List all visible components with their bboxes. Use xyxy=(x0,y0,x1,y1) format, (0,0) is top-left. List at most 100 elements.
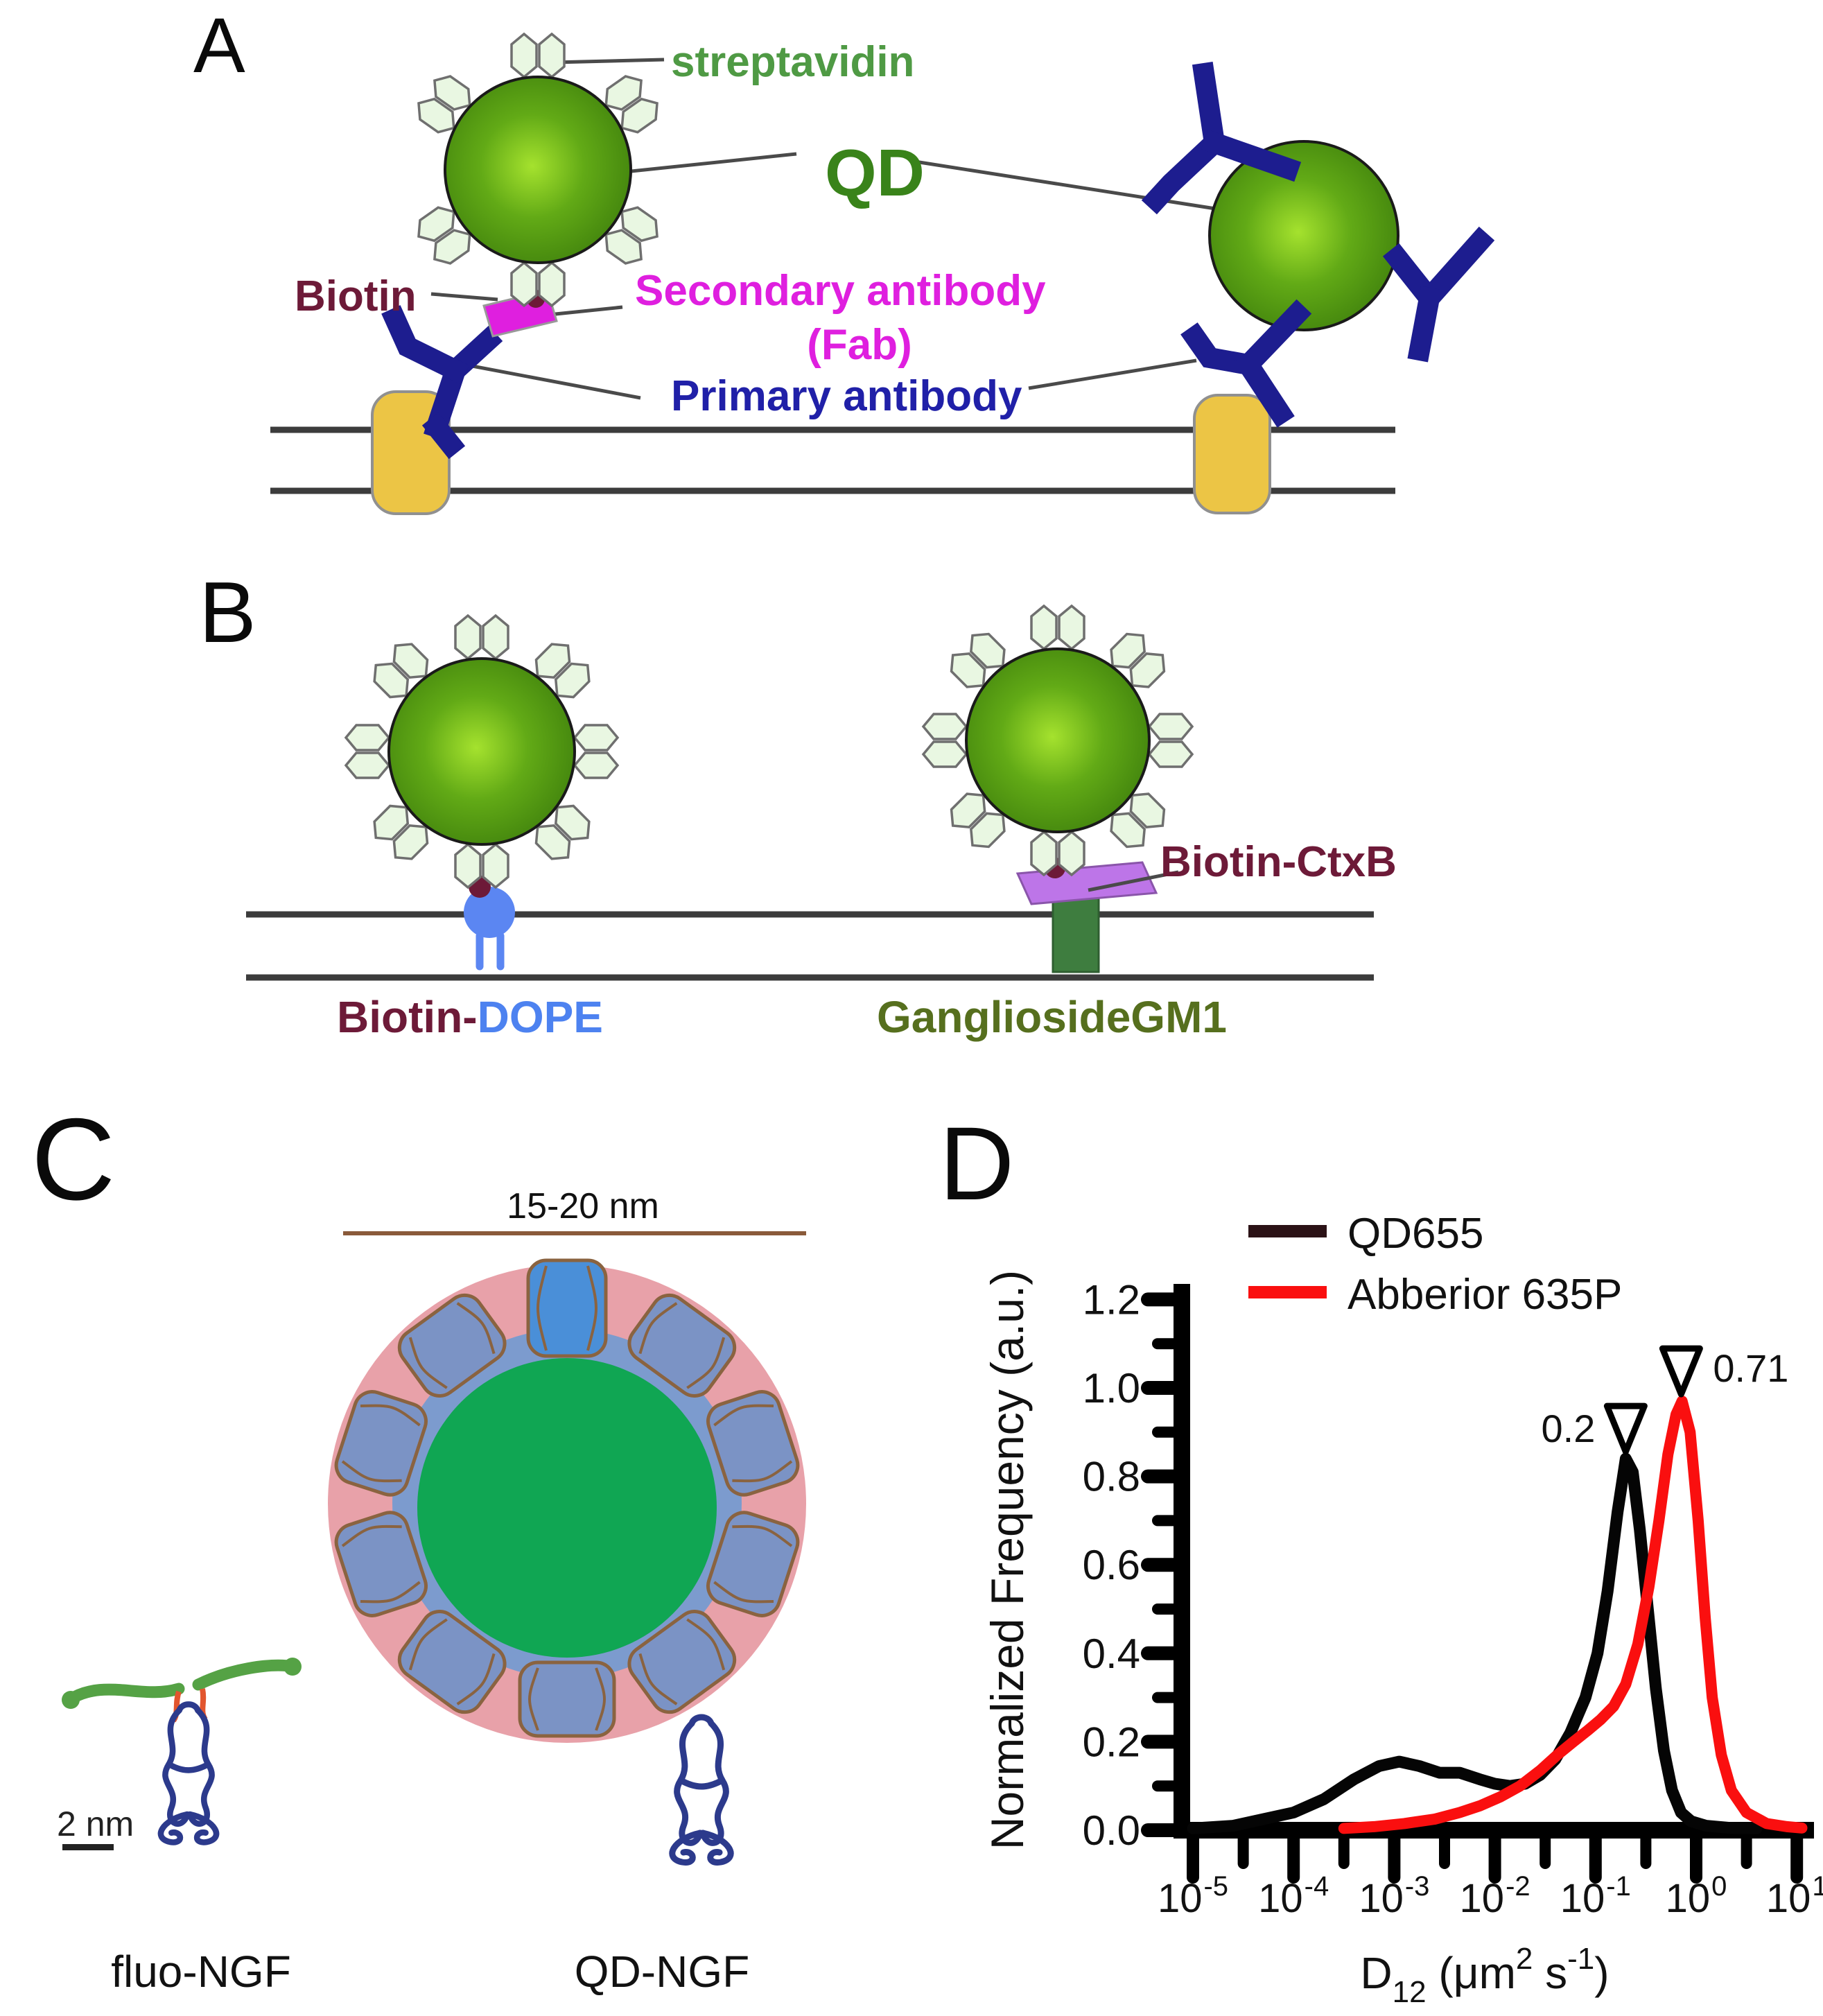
streptavidin-hexagon xyxy=(921,713,968,740)
streptavidin-hexagon xyxy=(510,32,538,79)
x-tick-label: 10-5 xyxy=(1158,1871,1228,1921)
primary-antibody-illustration xyxy=(381,305,503,460)
streptavidin-hexagon-pair xyxy=(510,32,566,79)
barrel xyxy=(706,1390,800,1497)
barrel xyxy=(706,1511,800,1617)
streptavidin-hexagon-pair xyxy=(1110,792,1166,849)
qd-right-leader-line xyxy=(914,159,1238,214)
barrel-body xyxy=(706,1390,800,1497)
panel-d: D QD655 Abberior 635P Normalized Frequen… xyxy=(939,1105,1823,2009)
legend-label-qd655: QD655 xyxy=(1347,1210,1483,1258)
streptavidin-hexagon xyxy=(1058,830,1085,877)
panel-b: B Biotin-DOPE GangliosideGM1 Biotin-CtxB xyxy=(199,565,1397,1042)
fluo-ngf-arm-right xyxy=(192,1659,300,1691)
biotin-dope-label: Biotin-DOPE xyxy=(337,992,603,1042)
y-tick-label: 1.2 xyxy=(1083,1276,1140,1323)
peak-value-label: 0.71 xyxy=(1713,1346,1788,1390)
barrel-stave-left xyxy=(341,1460,402,1483)
primary-antibody-label: Primary antibody xyxy=(671,372,1022,420)
streptavidin-hexagons-b-left xyxy=(344,614,620,889)
peak-value-label: 0.2 xyxy=(1542,1407,1596,1450)
small-scale-label: 2 nm xyxy=(57,1805,134,1843)
streptavidin-hexagon-pair xyxy=(417,206,471,265)
barrel xyxy=(397,1610,507,1714)
streptavidin-hexagon-pair xyxy=(1030,830,1085,877)
ngf-ribbon-fluo xyxy=(161,1704,216,1842)
qd-sphere-b-right xyxy=(965,648,1151,833)
streptavidin-barrels-ring xyxy=(334,1258,800,1738)
panel-a-letter: A xyxy=(193,2,245,89)
barrel-stave-left xyxy=(595,1667,606,1731)
biotin-ctxb-label: Biotin-CtxB xyxy=(1160,838,1397,886)
panel-c-letter: C xyxy=(31,1094,115,1224)
barrel xyxy=(397,1293,507,1398)
x-tick-label: 10-4 xyxy=(1258,1871,1329,1921)
streptavidin-hexagon xyxy=(344,751,391,779)
membrane-receptor-right xyxy=(1193,394,1271,514)
streptavidin-hexagon xyxy=(573,724,620,751)
peak-marker-0.2 xyxy=(1603,1402,1648,1455)
y-tick-label: 0.4 xyxy=(1083,1631,1140,1677)
y-tick-label: 1.0 xyxy=(1083,1365,1140,1411)
qd-ngf-label: QD-NGF xyxy=(575,1947,749,1997)
streptavidin-hexagon-pair xyxy=(573,724,620,779)
barrel-stave-right xyxy=(713,1581,774,1604)
streptavidin-hexagon xyxy=(482,842,509,889)
fluo-ngf-label: fluo-NGF xyxy=(111,1947,291,1997)
streptavidin-label: streptavidin xyxy=(671,38,914,86)
panel-c: C 15-20 nm 2 nm fluo-NGF QD-NGF xyxy=(31,1094,806,1997)
antibody-bottom-arms xyxy=(1180,299,1312,376)
barrel-stave-right xyxy=(408,1618,448,1671)
panel-a: A xyxy=(193,2,1495,515)
streptavidin-hexagon xyxy=(921,740,968,768)
streptavidin-hexagons-a xyxy=(417,32,658,308)
streptavidin-hexagon-pair xyxy=(534,643,591,699)
streptavidin-hexagon-pair xyxy=(454,614,509,661)
primary-antibody-left-arm xyxy=(381,305,470,385)
y-tick-label: 0.6 xyxy=(1083,1542,1140,1588)
x-tick-label: 10-2 xyxy=(1460,1871,1530,1921)
qd-core xyxy=(417,1358,717,1658)
barrel-stave-right xyxy=(341,1524,402,1547)
barrel xyxy=(334,1511,428,1617)
streptavidin-hexagon-pair xyxy=(417,75,471,134)
small-scale-bar xyxy=(62,1844,114,1850)
qd-sphere-left xyxy=(444,76,632,264)
peak-marker-0.71 xyxy=(1659,1345,1703,1398)
antibody-top-left xyxy=(1141,61,1226,215)
series-line-qd655 xyxy=(1187,1452,1763,1834)
barrel xyxy=(334,1390,428,1497)
streptavidin-hexagon-pair xyxy=(534,804,591,860)
barrel-stave-left xyxy=(638,1302,678,1355)
ngf-ribbon-qd xyxy=(672,1717,731,1862)
biotin-label: Biotin xyxy=(295,272,417,320)
qd-ngf-diameter-label: 15-20 nm xyxy=(507,1186,659,1226)
fluo-ngf-arm-knob-left xyxy=(62,1691,80,1709)
streptavidin-hexagon-pair xyxy=(1110,632,1166,688)
streptavidin-hexagon-pair xyxy=(950,792,1006,849)
barrel-stave-left xyxy=(456,1653,496,1705)
biotin-leader-line xyxy=(430,292,498,302)
streptavidin-hexagon-pair xyxy=(510,261,566,308)
x-tick-label: 100 xyxy=(1666,1871,1727,1921)
legend-label-abberior: Abberior 635P xyxy=(1347,1271,1622,1319)
streptavidin-hexagon xyxy=(454,842,482,889)
streptavidin-hexagon xyxy=(538,32,566,79)
y-tick-label: 0.0 xyxy=(1083,1807,1140,1854)
qd-sphere-right xyxy=(1208,140,1399,331)
streptavidin-hexagon xyxy=(573,751,620,779)
y-axis-title: Normalized Frequency (a.u.) xyxy=(982,1270,1033,1850)
barrel-body xyxy=(518,1660,616,1738)
streptavidin-hexagon xyxy=(1030,604,1058,651)
streptavidin-hexagon xyxy=(454,614,482,661)
barrel-stave-left xyxy=(408,1337,448,1389)
barrel-body xyxy=(706,1511,800,1617)
secondary-antibody-label: Secondary antibody xyxy=(635,267,1046,315)
barrel-stave-right xyxy=(638,1653,678,1705)
biotin-dope-label-dope: DOPE xyxy=(478,992,603,1042)
streptavidin-hexagon-pair xyxy=(344,724,391,779)
streptavidin-hexagon-pair xyxy=(1147,713,1194,768)
barrel-body xyxy=(526,1258,608,1358)
barrel-stave-left xyxy=(713,1404,774,1427)
streptavidin-hexagon-pair xyxy=(454,842,509,889)
